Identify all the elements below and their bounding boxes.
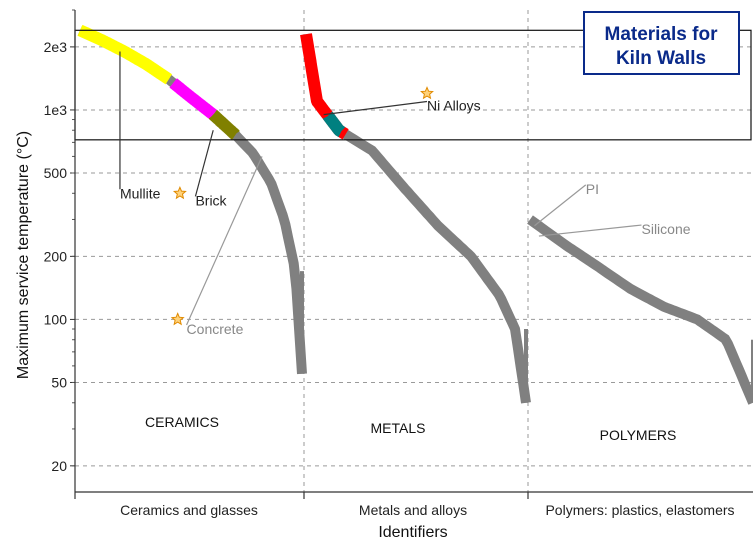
annotation-label: PI [586,181,599,197]
annotation-label: Mullite [120,185,161,201]
y-tick-label: 1e3 [44,102,68,118]
data-layer [77,24,753,405]
x-axis-title: Identifiers [378,524,447,541]
highlight-band [322,111,346,137]
x-category-label: Ceramics and glasses [120,502,258,518]
highlight-band [77,24,173,85]
series-band [527,215,753,405]
star-marker [172,186,187,200]
x-category-label: Polymers: plastics, elastomers [545,502,734,518]
chart-title-box: Materials for Kiln Walls [583,11,740,75]
annotation-label: Ni Alloys [427,98,481,114]
axis-layer: 2e3 1e3 500 200 100 50 20 Ceramics and glasses M… [44,9,753,518]
chart-title: Materials for Kiln Walls [605,24,719,69]
x-category-label: Metals and alloys [359,502,467,518]
class-label: CERAMICS [145,414,219,430]
y-tick-label: 2e3 [44,39,68,55]
star-marker [420,86,434,100]
y-tick-label: 50 [51,374,67,390]
chart-title-line: Kiln Walls [616,48,706,69]
annotation-label: Brick [195,192,227,208]
annotation-label: Silicone [642,221,691,237]
overlay-layer: CERAMICS METALS POLYMERS Mullite Brick Concre… [74,29,752,443]
annotation-leader [186,156,263,326]
y-tick-label: 200 [44,248,68,264]
highlight-band [208,109,240,140]
y-axis-title: Maximum service temperature (°C) [15,131,32,379]
grid-layer [75,10,753,492]
class-label: METALS [371,420,426,436]
chart-title-line: Materials for [605,24,719,45]
y-tick-label: 100 [44,311,68,327]
annotation-leader [534,184,587,227]
annotation-leader [323,100,428,116]
highlight-band [169,78,217,120]
annotation-leader [538,224,642,237]
class-label: POLYMERS [600,427,677,443]
annotation-label: Concrete [187,321,244,337]
y-tick-label: 20 [51,458,67,474]
star-marker [170,312,185,326]
series-band [301,33,531,404]
annotation-leader [194,130,214,197]
y-tick-label: 500 [44,165,68,181]
